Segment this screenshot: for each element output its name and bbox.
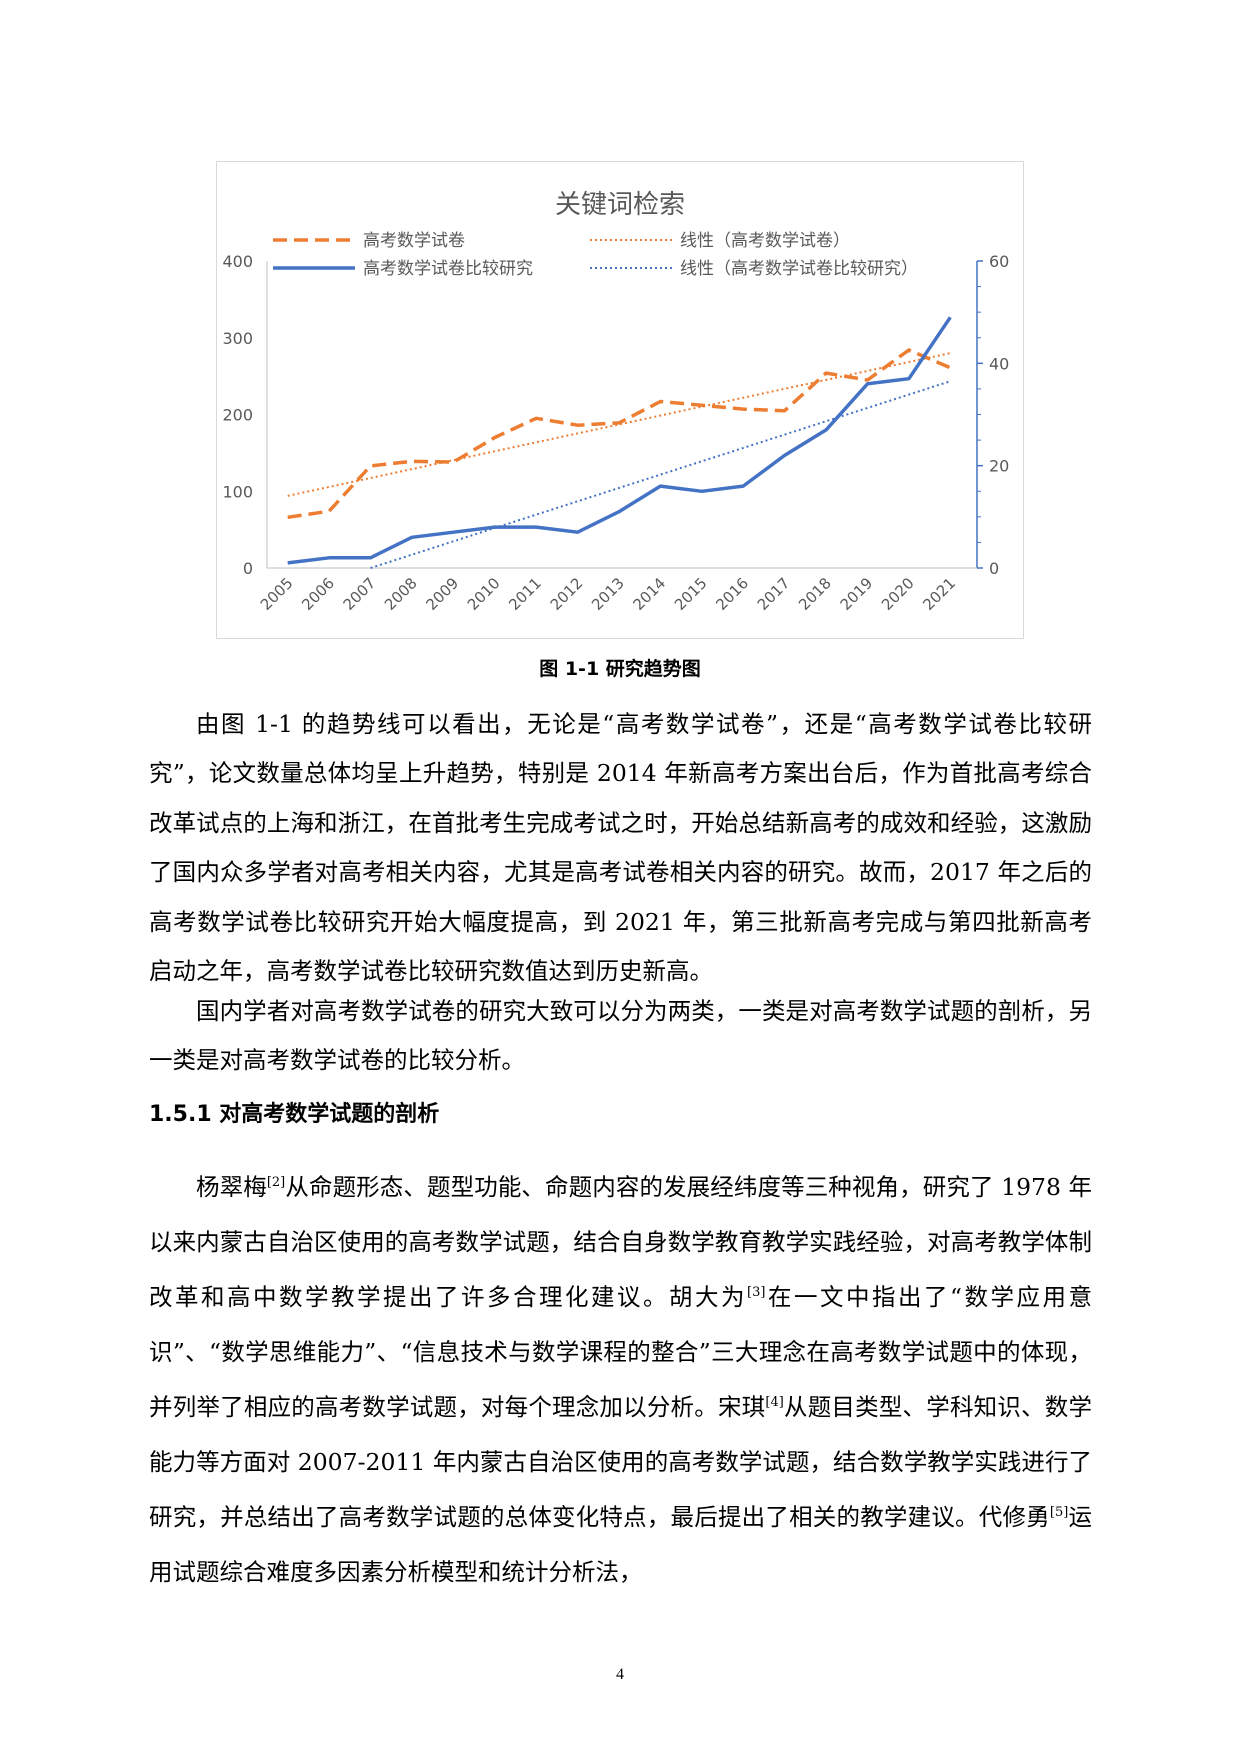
chart-frame: 关键词检索高考数学试卷 线性（高考数学试卷） 高考数学试卷比较研究 线性（高考数学试卷… <box>216 161 1024 639</box>
x-tick-label: 2006 <box>298 574 338 614</box>
legend-label: 线性（高考数学试卷） <box>680 231 850 251</box>
y-right-tick-label: 60 <box>989 252 1009 271</box>
trendline <box>370 380 951 569</box>
x-tick-label: 2021 <box>919 574 959 614</box>
y-left-tick-label: 100 <box>222 482 253 501</box>
x-tick-label: 2011 <box>505 574 545 614</box>
x-tick-label: 2015 <box>671 574 711 614</box>
paragraph-2: 国内学者对高考数学试卷的研究大致可以分为两类，一类是对高考数学试题的剖析，另一类… <box>149 997 1092 1075</box>
x-tick-label: 2016 <box>712 574 752 614</box>
citation-ref: [3] <box>747 1285 766 1301</box>
y-left-tick-label: 300 <box>222 329 253 348</box>
paragraph-3-text-1: 杨翠梅 <box>196 1173 267 1201</box>
figure-caption: 图 1-1 研究趋势图 <box>539 658 701 680</box>
paragraph-3-text-2: 从命题形态、题型功能、命题内容的发展经纬度等三种视角，研究了 1978 年以来内… <box>149 1173 1093 1311</box>
chart-title: 关键词检索 <box>555 190 685 220</box>
citation-ref: [2] <box>266 1175 286 1191</box>
x-tick-label: 2005 <box>257 574 297 614</box>
citation-ref: [5] <box>1049 1505 1069 1521</box>
y-left-tick-label: 200 <box>222 406 253 425</box>
y-right-tick-label: 40 <box>989 354 1009 373</box>
citation-ref: [4] <box>765 1395 784 1411</box>
x-tick-label: 2009 <box>422 574 462 614</box>
x-tick-label: 2013 <box>588 574 628 614</box>
legend-label: 线性（高考数学试卷比较研究） <box>680 259 918 279</box>
y-right-tick-label: 0 <box>989 559 999 578</box>
y-left-tick-label: 0 <box>243 559 253 578</box>
y-left-tick-label: 400 <box>222 252 253 271</box>
legend-label: 高考数学试卷比较研究 <box>363 259 533 279</box>
x-tick-label: 2017 <box>754 574 794 614</box>
y-right-tick-label: 20 <box>989 457 1009 476</box>
paragraph-3-text-3: 在一文中指出了“数学应用意识”、“数学思维能力”、“信息技术与数学课程的整合”三… <box>149 1283 1093 1421</box>
section-heading: 1.5.1 对高考数学试题的剖析 <box>149 1102 440 1127</box>
paragraph-3-text-4: 从题目类型、学科知识、数学能力等方面对 2007-2011 年内蒙古自治区使用的… <box>149 1393 1093 1531</box>
x-tick-label: 2008 <box>381 574 421 614</box>
x-tick-label: 2014 <box>630 574 670 614</box>
x-tick-label: 2012 <box>547 574 587 614</box>
x-tick-label: 2007 <box>340 574 380 614</box>
paragraph-1: 由图 1-1 的趋势线可以看出，无论是“高考数学试卷”，还是“高考数学试卷比较研… <box>149 710 1092 986</box>
x-tick-label: 2010 <box>464 574 504 614</box>
x-tick-label: 2020 <box>878 574 918 614</box>
paragraph-3: 杨翠梅[2]从命题形态、题型功能、命题内容的发展经纬度等三种视角，研究了 197… <box>149 1160 1092 1600</box>
series-line <box>287 316 952 565</box>
x-tick-label: 2019 <box>837 574 877 614</box>
paragraph-3-text-5: 运用试题综合难度多因素分析模型和统计分析法， <box>149 1503 1093 1586</box>
legend-label: 高考数学试卷 <box>363 231 465 251</box>
x-tick-label: 2018 <box>795 574 835 614</box>
page-number: 4 <box>616 1666 624 1683</box>
